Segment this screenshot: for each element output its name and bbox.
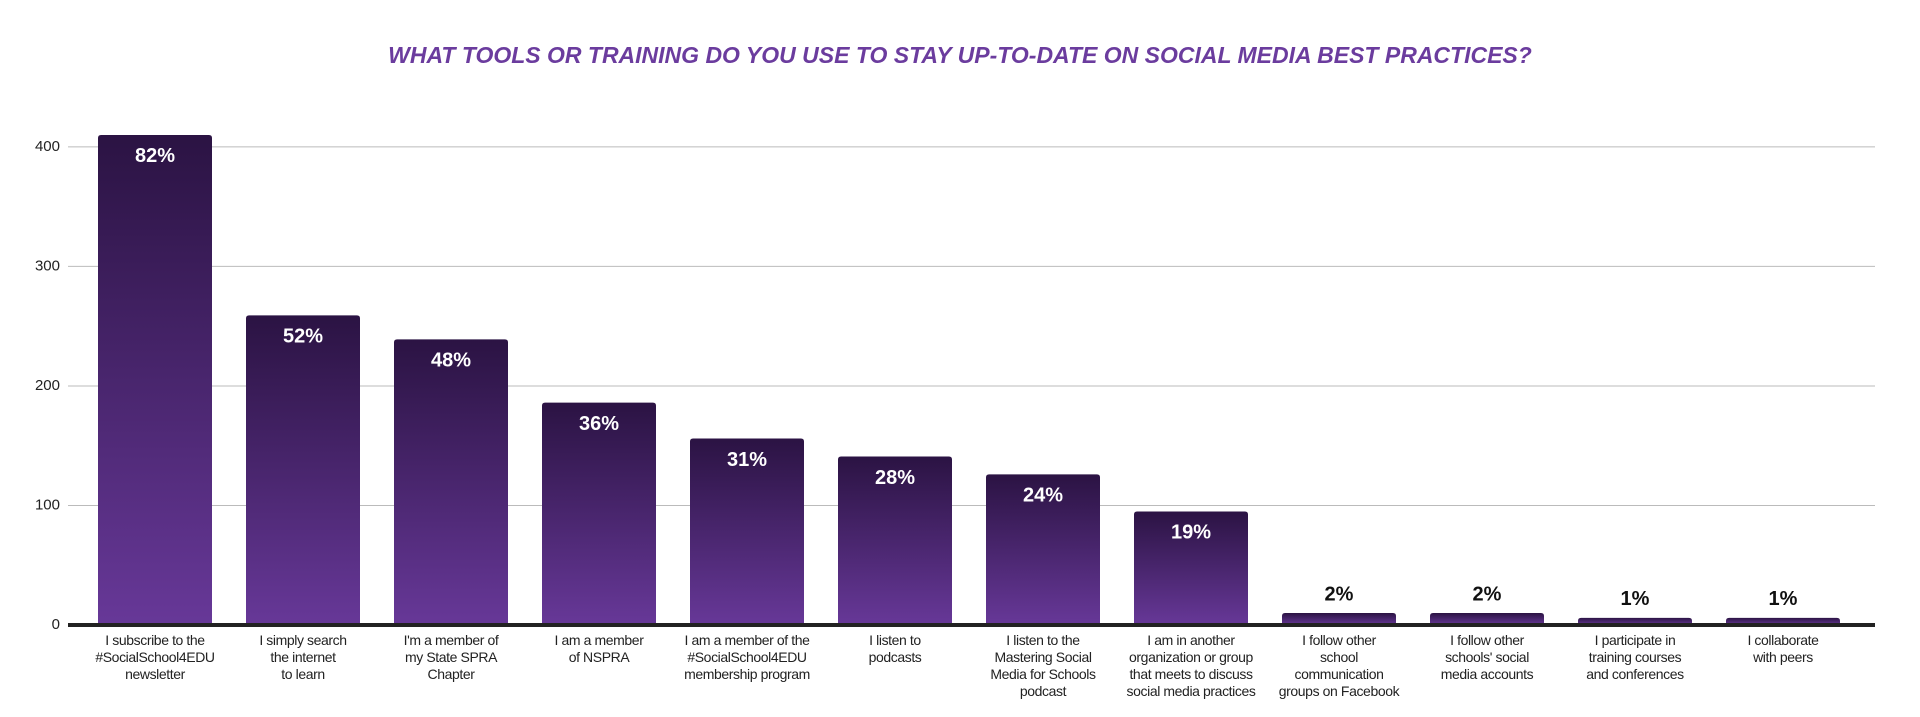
data-label: 2% [1473, 583, 1502, 605]
chart-title: WHAT TOOLS OR TRAINING DO YOU USE TO STA… [388, 42, 1532, 68]
bar [98, 134, 212, 625]
bar [1430, 613, 1544, 625]
bar [1134, 511, 1248, 625]
y-tick-label: 400 [35, 138, 60, 155]
y-tick-label: 300 [35, 257, 60, 274]
bar [246, 315, 360, 625]
bar [394, 339, 508, 625]
data-label: 1% [1621, 588, 1650, 610]
data-label: 31% [727, 449, 767, 471]
bar [542, 402, 656, 625]
x-tick-label: I am a member of the #SocialSchool4EDU mem… [684, 632, 810, 682]
x-tick-label: I'm a member of my State SPRA Chapter [404, 632, 499, 682]
bar [838, 456, 952, 625]
x-tick-label: I subscribe to the #SocialSchool4EDU newsl… [95, 632, 215, 682]
x-tick-label: I am a member of NSPRA [555, 632, 645, 665]
y-tick-label: 0 [52, 616, 60, 633]
x-tick-label: I follow other schools' social media accou… [1441, 632, 1534, 682]
data-label: 82% [135, 145, 175, 167]
x-tick-label: I listen to the Mastering Social Media for… [990, 632, 1096, 699]
x-tick-label: I listen to podcasts [869, 632, 922, 665]
data-label: 2% [1325, 583, 1354, 605]
x-tick-label: I follow other school communication groups … [1279, 632, 1401, 699]
x-tick-label: I collaborate with peers [1747, 632, 1819, 665]
data-label: 28% [875, 467, 915, 489]
x-tick-label: I am in another organization or group that… [1127, 632, 1256, 699]
data-label: 1% [1769, 588, 1798, 610]
data-label: 36% [579, 413, 619, 435]
data-label: 24% [1023, 485, 1063, 507]
y-tick-label: 200 [35, 377, 60, 394]
x-tick-label: I participate in training courses and conf… [1586, 632, 1684, 682]
data-label: 52% [283, 326, 323, 348]
data-label: 19% [1171, 522, 1211, 544]
y-tick-label: 100 [35, 496, 60, 513]
bar [1282, 613, 1396, 625]
x-tick-label: I simply search the internet to learn [259, 632, 346, 682]
data-label: 48% [431, 350, 471, 372]
bar [690, 438, 804, 625]
bar [986, 474, 1100, 625]
